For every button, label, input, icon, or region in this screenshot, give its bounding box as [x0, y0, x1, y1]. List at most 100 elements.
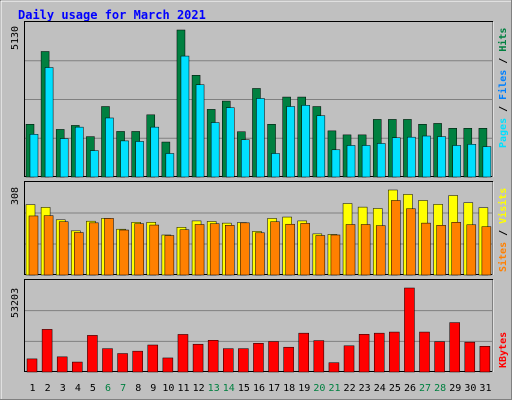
bar-sites-day-26	[406, 208, 416, 276]
bar-files-day-3	[59, 138, 69, 178]
bar-kbytes-day-9	[147, 344, 159, 373]
bar-sites-day-12	[194, 224, 205, 276]
x-label-day-23: 23	[359, 383, 371, 394]
bar-files-day-27	[422, 135, 431, 178]
x-label-day-26: 26	[404, 383, 416, 394]
bar-kbytes-day-30	[464, 341, 476, 373]
bar-files-day-9	[150, 126, 160, 178]
x-label-day-28: 28	[434, 383, 446, 394]
chart-title: Daily usage for March 2021	[18, 8, 206, 22]
x-label-day-25: 25	[389, 383, 401, 394]
bar-files-day-4	[75, 126, 84, 178]
bar-sites-day-13	[209, 223, 220, 276]
ymax-label-kbytes: 53203	[10, 288, 21, 318]
bar-files-day-30	[467, 144, 477, 178]
bar-files-day-23	[361, 145, 371, 178]
x-label-day-30: 30	[464, 383, 476, 394]
bar-sites-day-8	[134, 223, 144, 276]
bar-sites-day-9	[149, 224, 160, 276]
bar-sites-day-29	[451, 222, 461, 276]
bar-sites-day-11	[179, 229, 190, 276]
bar-sites-day-17	[270, 221, 280, 276]
bar-files-day-25	[392, 137, 401, 178]
bar-kbytes-day-26	[404, 287, 415, 373]
bar-sites-day-19	[300, 223, 310, 276]
bar-files-day-26	[407, 136, 416, 178]
legend-kbytes: KBytes	[498, 332, 509, 368]
legend-visits-panel: Sites / Visits	[497, 188, 509, 272]
x-label-day-2: 2	[45, 383, 51, 394]
x-label-day-14: 14	[223, 383, 235, 394]
bar-kbytes-day-20	[313, 340, 325, 373]
bar-sites-day-1	[28, 215, 39, 276]
bar-files-day-31	[482, 146, 492, 178]
bar-files-day-11	[180, 55, 190, 178]
legend-visits: Visits	[497, 188, 509, 224]
x-label-day-13: 13	[208, 383, 220, 394]
bar-sites-day-3	[58, 221, 69, 276]
x-label-day-22: 22	[344, 383, 356, 394]
x-label-day-12: 12	[193, 383, 205, 394]
bar-files-day-16	[256, 98, 265, 178]
bar-kbytes-day-12	[192, 343, 204, 373]
bar-files-day-1	[29, 134, 39, 178]
bar-kbytes-day-10	[162, 357, 174, 373]
bar-sites-day-21	[330, 234, 341, 276]
bar-kbytes-day-7	[117, 353, 128, 373]
ymax-label-hits: 5130	[10, 26, 21, 50]
bar-files-day-6	[105, 117, 114, 178]
x-label-day-7: 7	[120, 383, 126, 394]
bar-sites-day-23	[360, 224, 371, 276]
x-label-day-4: 4	[75, 383, 81, 394]
bar-files-day-2	[44, 67, 54, 178]
x-label-day-18: 18	[283, 383, 295, 394]
bar-kbytes-day-17	[268, 341, 279, 373]
x-label-day-19: 19	[298, 383, 310, 394]
bar-sites-day-20	[315, 235, 326, 276]
bar-sites-day-14	[225, 225, 235, 276]
legend-sep-2: /	[498, 52, 509, 70]
bar-sites-day-16	[255, 232, 265, 276]
bar-sites-day-27	[421, 222, 431, 276]
x-label-day-17: 17	[268, 383, 280, 394]
legend-pages: Pages	[498, 118, 509, 148]
bar-kbytes-day-16	[253, 343, 264, 373]
bar-sites-day-6	[104, 218, 114, 276]
bar-kbytes-day-31	[479, 346, 491, 373]
legend-hits-panel: Pages / Files / Hits	[497, 28, 509, 148]
bar-sites-day-22	[345, 224, 356, 276]
bar-files-day-7	[120, 140, 129, 178]
bar-kbytes-day-5	[87, 335, 98, 373]
bar-kbytes-day-21	[328, 362, 340, 373]
bar-kbytes-day-2	[41, 329, 53, 373]
bar-kbytes-day-28	[434, 341, 445, 373]
x-label-day-27: 27	[419, 383, 431, 394]
bar-files-day-28	[437, 136, 446, 178]
x-label-day-29: 29	[449, 383, 461, 394]
bar-files-day-20	[316, 115, 326, 178]
bar-sites-day-24	[375, 225, 386, 276]
bar-kbytes-day-1	[26, 358, 38, 373]
bar-kbytes-day-23	[358, 334, 370, 373]
bar-kbytes-day-6	[102, 348, 113, 373]
x-label-day-31: 31	[479, 383, 491, 394]
bar-files-day-14	[226, 107, 235, 178]
bar-sites-day-31	[481, 226, 492, 276]
bar-files-day-8	[135, 141, 144, 178]
legend-sep-3: /	[498, 224, 509, 242]
x-label-day-15: 15	[238, 383, 250, 394]
x-label-day-6: 6	[105, 383, 111, 394]
bar-kbytes-day-18	[283, 346, 294, 373]
bar-sites-day-25	[391, 200, 401, 276]
bar-sites-day-15	[240, 222, 250, 276]
bar-kbytes-day-29	[449, 322, 460, 373]
legend-sites: Sites	[497, 242, 509, 272]
bar-kbytes-day-4	[72, 361, 83, 373]
bar-kbytes-day-14	[223, 348, 234, 373]
bar-kbytes-day-25	[389, 331, 400, 373]
legend-sep-1: /	[498, 100, 509, 118]
bar-kbytes-day-22	[343, 345, 355, 373]
x-label-day-21: 21	[328, 383, 340, 394]
bar-sites-day-7	[119, 229, 129, 276]
